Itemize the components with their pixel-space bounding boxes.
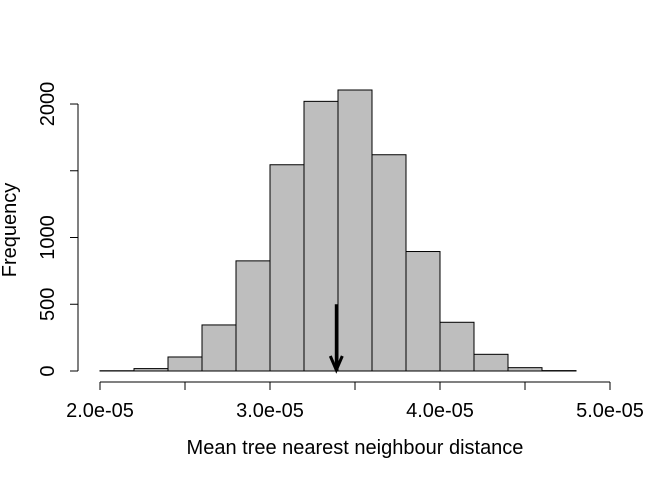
histogram-bar [507, 367, 543, 372]
x-tick-label: 3.0e-05 [236, 400, 304, 422]
histogram-bar [235, 260, 271, 372]
y-tick-label: 1000 [37, 215, 59, 259]
histogram-bar [405, 251, 441, 372]
histogram-bar [337, 89, 373, 372]
histogram-bar [167, 356, 203, 372]
y-axis-title: Frequency [0, 183, 21, 278]
x-axis: 2.0e-05 3.0e-05 4.0e-05 5.0e-05 [66, 381, 644, 422]
y-axis: 0 500 1000 2000 [37, 82, 79, 377]
histogram-bar [133, 368, 169, 372]
arrow-head [328, 355, 344, 374]
y-tick-label: 2000 [37, 82, 59, 127]
histogram-bar [371, 154, 407, 372]
x-tick-label: 4.0e-05 [406, 400, 474, 422]
histogram-bar [269, 164, 305, 372]
histogram-bar [473, 353, 509, 372]
x-tick-label: 2.0e-05 [66, 400, 134, 422]
observed-value-arrow [328, 304, 344, 374]
x-axis-title: Mean tree nearest neighbour distance [187, 437, 524, 459]
histogram-bar [303, 100, 339, 372]
histogram-bar [201, 324, 237, 372]
histogram-bars [99, 89, 577, 372]
y-tick-label: 500 [37, 288, 59, 321]
x-tick-label: 5.0e-05 [576, 400, 644, 422]
histogram-bar [439, 321, 475, 372]
y-tick-label: 0 [37, 365, 59, 376]
